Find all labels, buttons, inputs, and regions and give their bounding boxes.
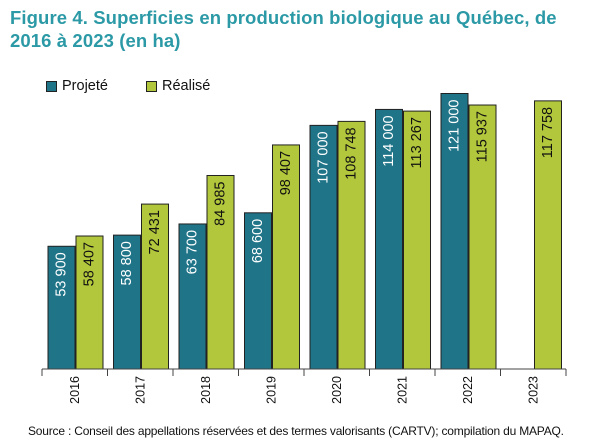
legend-swatch-realise xyxy=(146,81,157,92)
data-label-realise-2023: 117 758 xyxy=(540,107,556,158)
bar-projete-2022 xyxy=(440,92,469,370)
bar-realise-2019 xyxy=(272,144,300,370)
bar-realise-2017 xyxy=(141,203,169,370)
data-label-projete-2017: 58 800 xyxy=(119,241,135,285)
data-label-realise-2018: 84 985 xyxy=(213,181,229,225)
bar-projete-2020 xyxy=(309,124,338,370)
data-label-realise-2021: 113 267 xyxy=(409,117,425,168)
data-label-projete-2018: 63 700 xyxy=(185,230,201,274)
x-tick-label-2023: 2023 xyxy=(526,376,540,404)
bar-projete-2021 xyxy=(375,108,403,370)
x-tick-label-2021: 2021 xyxy=(395,376,409,404)
x-tick-label-2022: 2022 xyxy=(461,376,475,404)
data-label-projete-2021: 114 000 xyxy=(381,115,397,166)
data-label-realise-2016: 58 407 xyxy=(82,242,98,286)
data-label-realise-2019: 98 407 xyxy=(278,151,294,195)
legend-label-projete: Projeté xyxy=(62,78,108,94)
data-label-projete-2022: 121 000 xyxy=(447,99,463,151)
bar-realise-2023 xyxy=(534,100,562,370)
chart-title: Figure 4. Superficies en production biol… xyxy=(10,7,557,51)
x-tick-label-2020: 2020 xyxy=(330,376,344,404)
data-label-projete-2019: 68 600 xyxy=(250,219,266,263)
data-label-realise-2020: 108 748 xyxy=(344,127,360,179)
x-tick-label-2016: 2016 xyxy=(68,376,82,404)
bar-projete-2016 xyxy=(47,245,76,370)
bar-realise-2020 xyxy=(337,120,366,370)
data-label-projete-2020: 107 000 xyxy=(316,131,332,183)
data-label-realise-2017: 72 431 xyxy=(147,210,163,254)
bar-realise-2016 xyxy=(75,235,104,370)
bar-projete-2019 xyxy=(244,212,272,370)
legend-label-realise: Réalisé xyxy=(162,78,211,94)
bar-realise-2021 xyxy=(403,110,431,370)
x-tick-label-2019: 2019 xyxy=(264,376,278,404)
bar-realise-2022 xyxy=(468,104,497,370)
data-label-projete-2016: 53 900 xyxy=(54,252,70,296)
legend-swatch-projete xyxy=(46,81,57,92)
bar-projete-2017 xyxy=(113,234,141,370)
source-note: Source : Conseil des appellations réserv… xyxy=(28,424,564,438)
x-tick-label-2018: 2018 xyxy=(199,376,213,404)
x-tick-label-2017: 2017 xyxy=(133,376,147,404)
data-label-realise-2022: 115 937 xyxy=(475,111,491,162)
